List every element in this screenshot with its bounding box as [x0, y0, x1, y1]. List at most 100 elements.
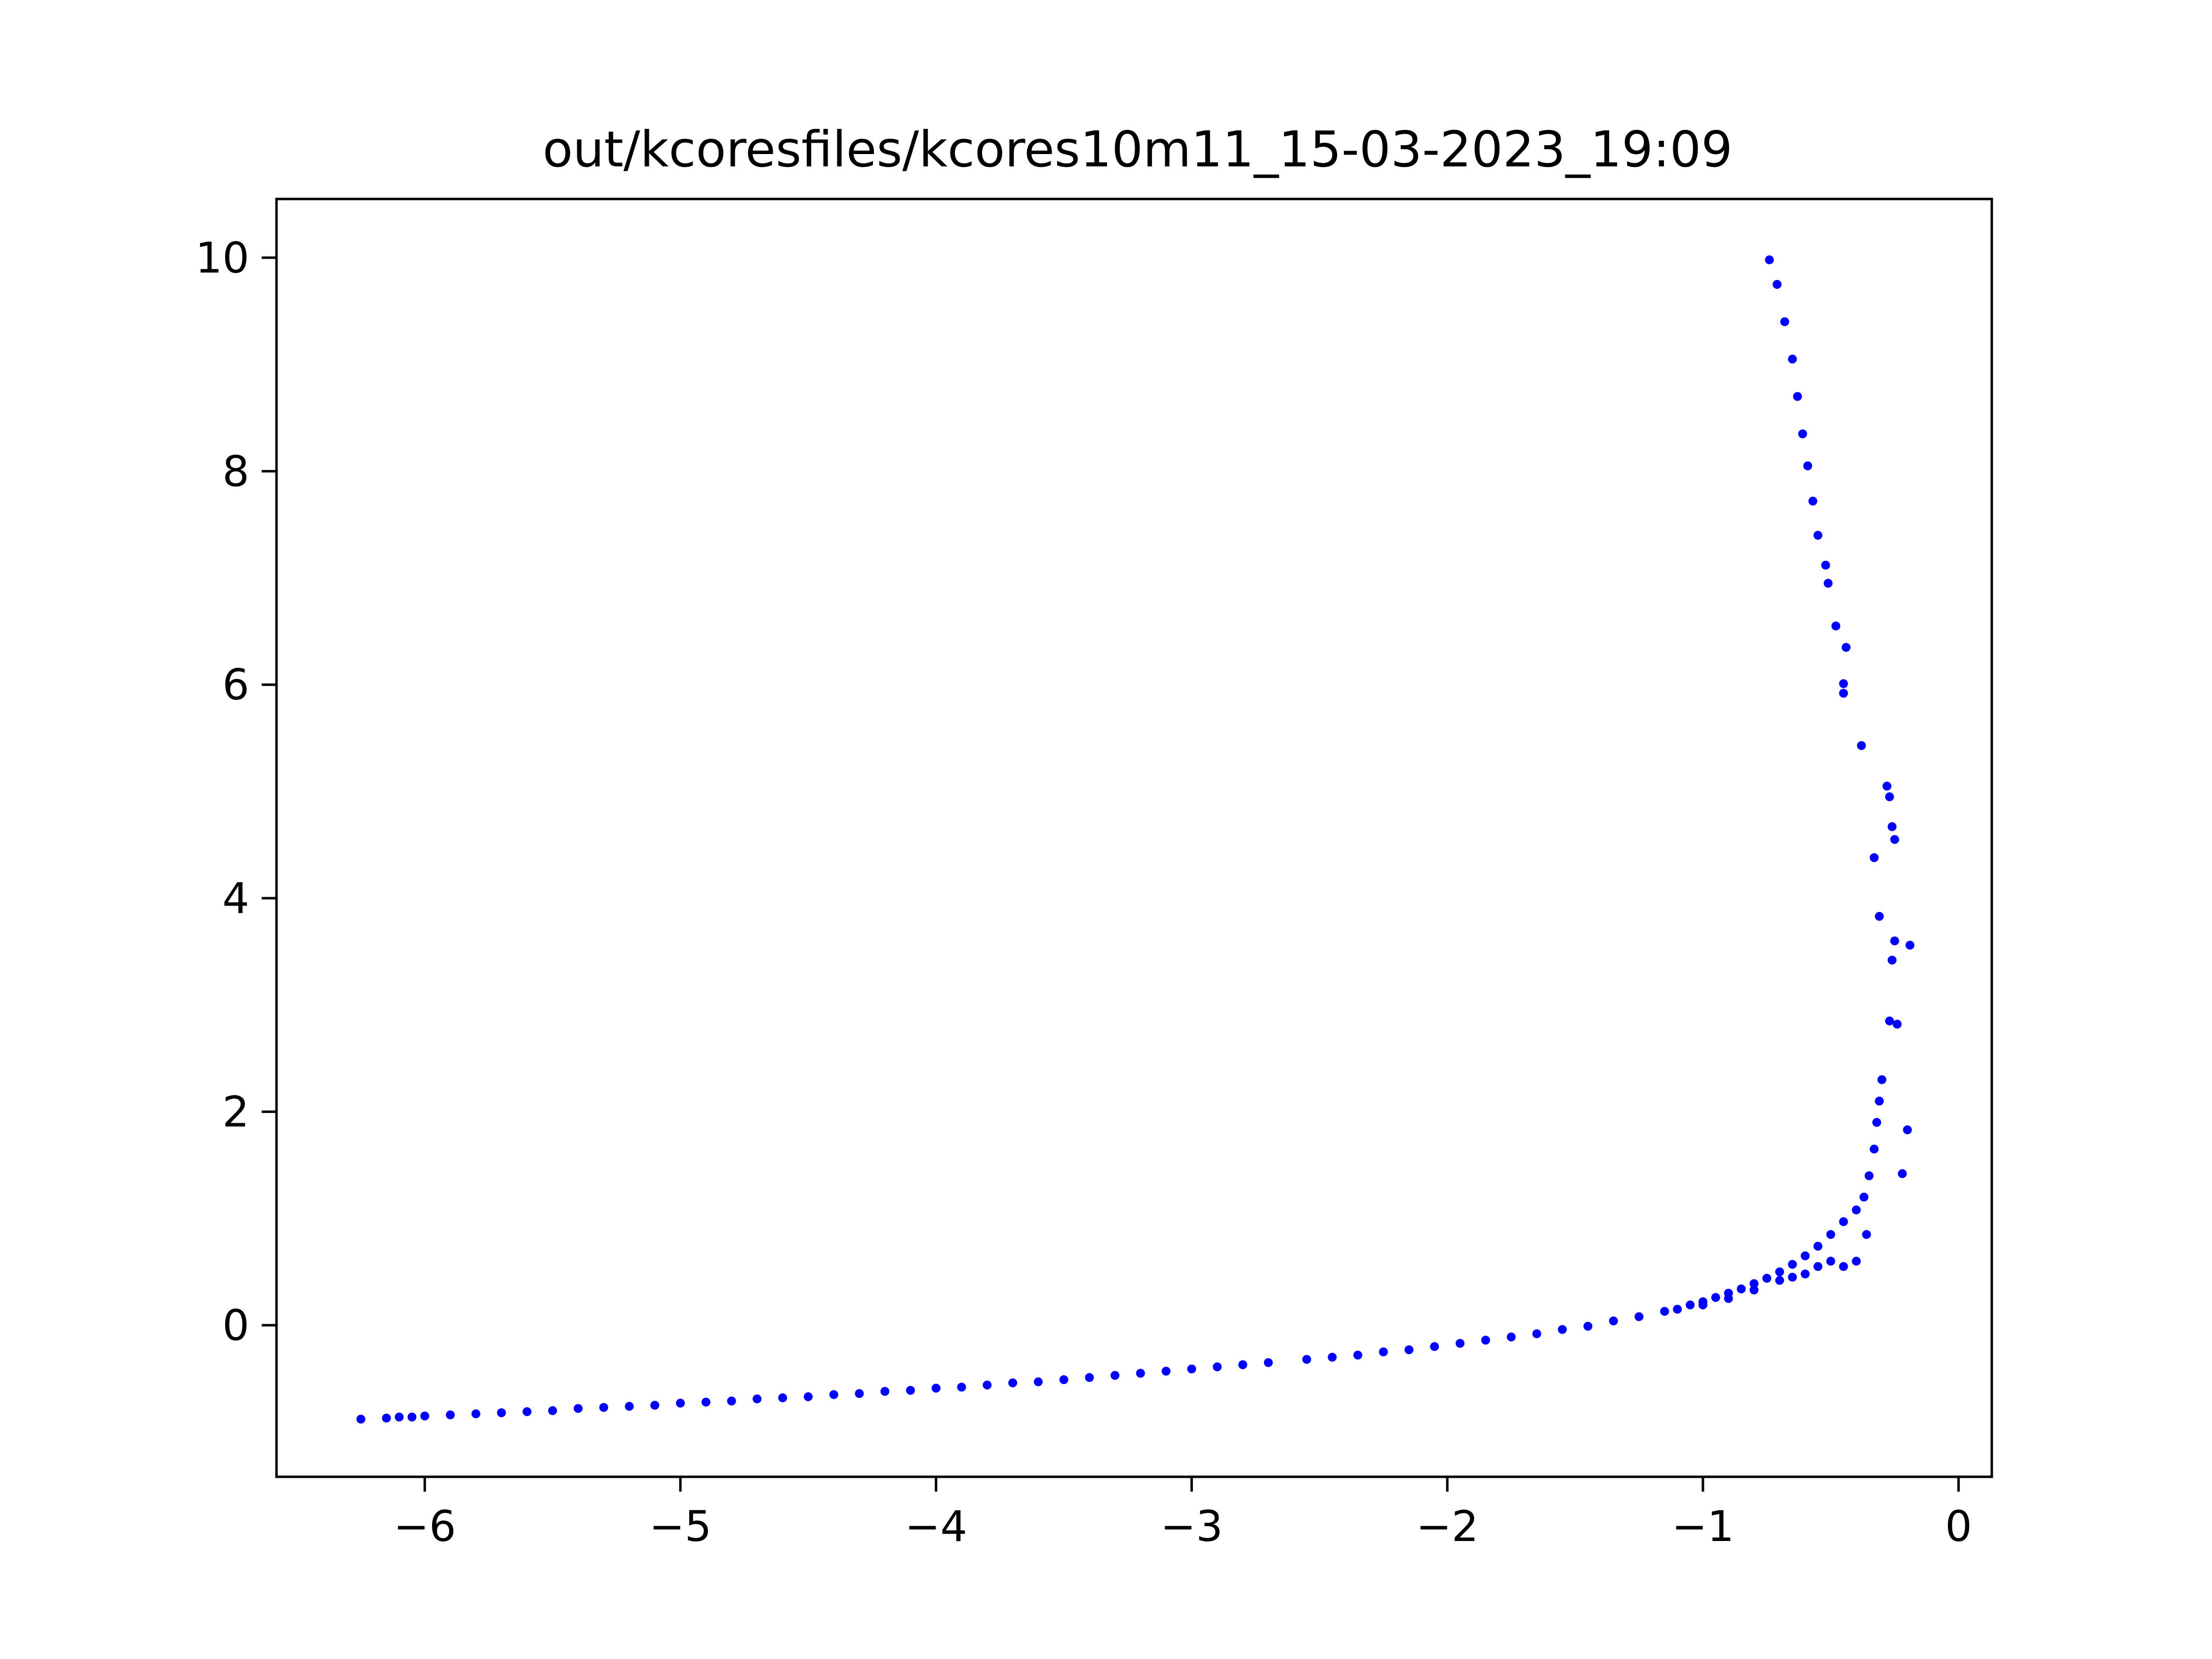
- scatter-point: [1803, 461, 1813, 471]
- scatter-point: [1793, 392, 1802, 401]
- scatter-point: [1558, 1325, 1567, 1334]
- scatter-point: [778, 1393, 788, 1402]
- scatter-point: [1737, 1284, 1746, 1294]
- y-tick-label: 6: [222, 661, 249, 710]
- scatter-point: [1773, 280, 1782, 289]
- scatter-point: [1660, 1306, 1669, 1316]
- scatter-point: [1839, 1217, 1848, 1226]
- scatter-point: [752, 1394, 762, 1404]
- y-tick-label: 8: [222, 447, 249, 496]
- scatter-point: [1903, 1125, 1912, 1135]
- scatter-point: [1059, 1375, 1068, 1384]
- scatter-point: [1788, 1260, 1797, 1269]
- scatter-point: [1609, 1316, 1618, 1326]
- scatter-point: [1890, 936, 1899, 946]
- y-tick-label: 10: [196, 234, 249, 283]
- scatter-point: [676, 1398, 685, 1408]
- scatter-point: [855, 1389, 864, 1398]
- x-tick-label: 0: [1945, 1502, 1972, 1551]
- scatter-point: [1711, 1293, 1720, 1302]
- scatter-point: [1136, 1369, 1145, 1378]
- x-tick-label: −3: [1160, 1502, 1223, 1551]
- scatter-point: [1379, 1347, 1388, 1356]
- scatter-point: [1749, 1285, 1759, 1295]
- scatter-point: [382, 1414, 391, 1423]
- scatter-point: [1532, 1329, 1541, 1339]
- chart-title: out/kcoresfiles/kcores10m11_15-03-2023_1…: [543, 120, 1733, 178]
- scatter-point: [1749, 1279, 1759, 1288]
- scatter-point: [1872, 1118, 1881, 1127]
- scatter-point: [1813, 1262, 1822, 1271]
- x-tick-label: −4: [905, 1502, 967, 1551]
- y-tick-label: 4: [222, 874, 249, 923]
- scatter-point: [1302, 1355, 1311, 1364]
- scatter-point: [1788, 355, 1797, 364]
- scatter-point: [1775, 1267, 1784, 1276]
- scatter-point: [625, 1402, 634, 1411]
- x-axis-ticks: −6 −5 −4 −3 −2 −1 0: [394, 1477, 1972, 1551]
- scatter-point: [1875, 1097, 1884, 1106]
- scatter-point: [573, 1404, 583, 1413]
- scatter-point: [1841, 643, 1851, 652]
- scatter-point: [395, 1412, 404, 1422]
- scatter-point: [1885, 1016, 1894, 1026]
- scatter-point: [1888, 822, 1897, 831]
- scatter-point: [1864, 1171, 1874, 1181]
- scatter-point: [1897, 1169, 1907, 1178]
- scatter-point: [1161, 1367, 1171, 1376]
- scatter-point: [1634, 1312, 1644, 1321]
- scatter-point: [1826, 1230, 1835, 1239]
- scatter-point: [701, 1397, 711, 1407]
- x-tick-label: −2: [1416, 1502, 1479, 1551]
- scatter-point: [1826, 1257, 1835, 1266]
- scatter-point: [599, 1403, 608, 1412]
- scatter-point: [1877, 1075, 1887, 1084]
- scatter-point: [1839, 1262, 1848, 1271]
- scatter-point: [1775, 1276, 1784, 1285]
- scatter-point: [407, 1412, 417, 1422]
- scatter-point: [471, 1409, 480, 1419]
- scatter-point: [727, 1396, 736, 1406]
- x-tick-label: −5: [649, 1502, 712, 1551]
- scatter-point: [1875, 911, 1884, 921]
- scatter-point: [1882, 782, 1892, 791]
- scatter-point: [1888, 955, 1897, 965]
- scatter-point: [1328, 1352, 1337, 1362]
- scatter-point: [1724, 1294, 1733, 1303]
- scatter-point: [1823, 579, 1833, 588]
- scatter-point: [1765, 255, 1774, 265]
- scatter-point: [1813, 531, 1822, 540]
- scatter-point: [803, 1392, 813, 1401]
- scatter-point: [1869, 1145, 1879, 1154]
- x-tick-label: −1: [1672, 1502, 1735, 1551]
- scatter-point: [1481, 1336, 1490, 1345]
- scatter-point: [1893, 1020, 1902, 1029]
- scatter-point: [829, 1390, 838, 1399]
- scatter-point: [1008, 1378, 1018, 1387]
- scatter-point: [1857, 741, 1866, 750]
- scatter-point: [1801, 1251, 1810, 1261]
- scatter-point: [906, 1385, 915, 1395]
- scatter-point: [1238, 1360, 1247, 1369]
- scatter-point: [1456, 1339, 1465, 1348]
- scatter-point: [1859, 1192, 1869, 1202]
- scatter-point: [522, 1407, 532, 1417]
- scatter-point: [1673, 1304, 1682, 1314]
- scatter-point: [1885, 792, 1894, 801]
- scatter-point: [1905, 941, 1915, 950]
- scatter-point: [356, 1415, 365, 1424]
- scatter-point: [1869, 853, 1879, 862]
- scatter-point: [1085, 1373, 1094, 1382]
- scatter-point: [957, 1382, 966, 1392]
- scatter-point: [1264, 1358, 1273, 1367]
- scatter-point: [931, 1383, 941, 1393]
- scatter-point: [983, 1381, 992, 1390]
- scatter-point: [1839, 689, 1848, 698]
- scatter-point: [1033, 1377, 1043, 1386]
- scatter-point: [1583, 1322, 1592, 1331]
- scatter-point: [1839, 679, 1848, 688]
- scatter-point: [1801, 1269, 1810, 1279]
- scatter-point: [1890, 835, 1899, 844]
